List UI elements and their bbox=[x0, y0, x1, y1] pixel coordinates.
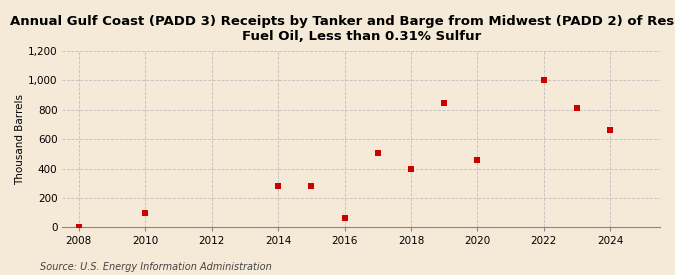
Point bbox=[472, 158, 483, 163]
Y-axis label: Thousand Barrels: Thousand Barrels bbox=[15, 94, 25, 185]
Point bbox=[439, 101, 450, 105]
Point bbox=[539, 78, 549, 82]
Point bbox=[572, 106, 583, 111]
Point bbox=[74, 225, 84, 229]
Point bbox=[339, 216, 350, 221]
Point bbox=[140, 210, 151, 215]
Point bbox=[406, 166, 416, 171]
Point bbox=[273, 184, 284, 188]
Title: Annual Gulf Coast (PADD 3) Receipts by Tanker and Barge from Midwest (PADD 2) of: Annual Gulf Coast (PADD 3) Receipts by T… bbox=[10, 15, 675, 43]
Point bbox=[373, 151, 383, 155]
Point bbox=[306, 184, 317, 188]
Point bbox=[605, 127, 616, 132]
Text: Source: U.S. Energy Information Administration: Source: U.S. Energy Information Administ… bbox=[40, 262, 272, 272]
